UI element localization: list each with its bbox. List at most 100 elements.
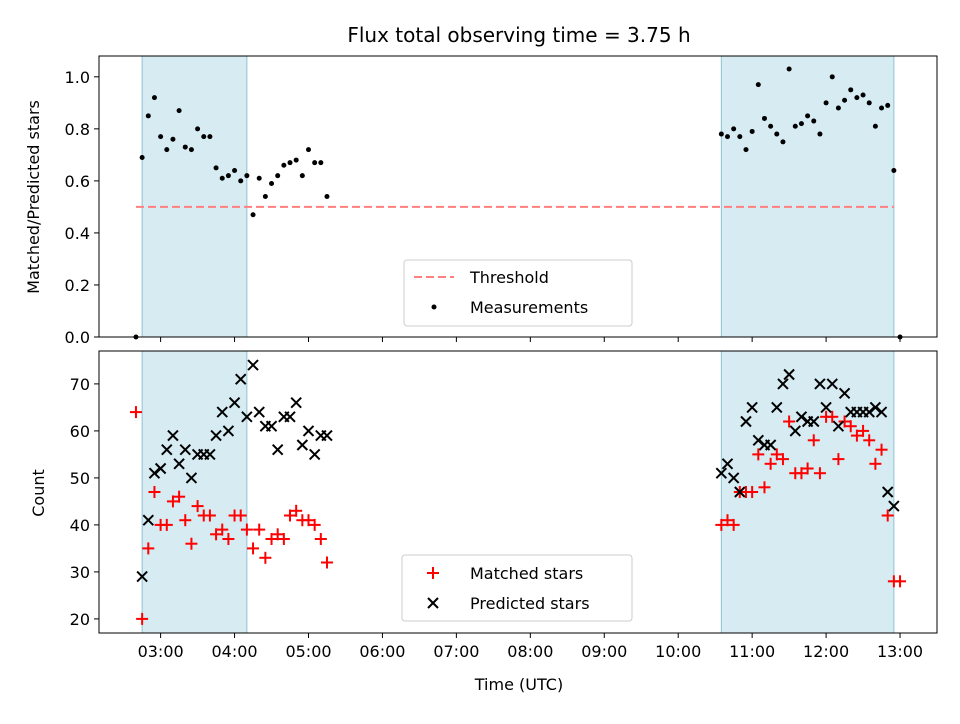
matched-star-point	[881, 509, 894, 522]
predicted-star-point	[216, 406, 228, 418]
bottom-legend: Matched stars Predicted stars	[401, 554, 633, 622]
bottom-y-tick-label: 30	[70, 563, 90, 582]
top-plot-frame	[98, 55, 938, 338]
measurement-point	[201, 134, 207, 140]
measurement-point	[761, 115, 767, 121]
matched-star-point	[807, 434, 820, 447]
measurement-point	[768, 123, 774, 129]
matched-star-point	[160, 518, 173, 531]
bottom-y-tick-label: 70	[70, 375, 90, 394]
bottom-x-tick-label: 12:00	[803, 642, 849, 661]
bottom-y-tick-label: 20	[70, 610, 90, 629]
bottom-y-tick-label: 40	[70, 516, 90, 535]
matched-star-point	[844, 420, 857, 433]
matched-star-point	[770, 448, 783, 461]
matched-star-point	[240, 523, 253, 536]
predicted-star-point	[795, 411, 808, 423]
top-y-tick-label: 0.2	[65, 276, 90, 295]
bottom-legend-box	[401, 554, 633, 622]
predicted-star-point	[228, 396, 241, 409]
measurement-point	[879, 105, 885, 111]
predicted-star-point	[881, 486, 894, 498]
measurement-point	[269, 180, 275, 186]
matched-star-point	[222, 533, 235, 545]
measurement-point	[743, 147, 749, 153]
matched-star-point	[136, 612, 149, 625]
measurement-point	[737, 134, 743, 140]
matched-star-point	[894, 575, 907, 588]
predicted-star-point	[752, 434, 765, 447]
measurement-point	[158, 134, 164, 140]
measurement-point	[725, 134, 730, 140]
bottom-plot-area: 03:00 04:00 05:00 06:00 07:00 08:00 09:00 10:00…	[70, 350, 938, 661]
measurement-point	[262, 194, 268, 199]
top-y-axis-label: Matched/Predicted stars	[24, 100, 43, 294]
top-shaded-window	[720, 55, 895, 338]
predicted-star-point	[179, 443, 191, 456]
matched-star-point	[271, 528, 284, 541]
matched-star-point	[813, 467, 826, 480]
matched-star-point	[783, 415, 796, 428]
predicted-stars-legend-swatch	[427, 597, 439, 609]
measurement-point	[244, 173, 250, 179]
measurement-point	[786, 66, 792, 72]
measurement-point	[256, 175, 262, 181]
matched-star-point	[259, 551, 272, 564]
matched-star-point	[179, 514, 192, 527]
predicted-star-point	[321, 429, 333, 442]
measurement-point	[749, 128, 755, 134]
matched-star-point	[166, 495, 179, 508]
matched-star-point	[216, 523, 229, 536]
matched-star-point	[210, 528, 223, 541]
predicted-star-point	[820, 401, 832, 414]
predicted-star-point	[222, 425, 235, 437]
predicted-star-point	[777, 378, 789, 390]
measurement-point	[170, 136, 176, 142]
predicted-star-point	[167, 429, 179, 442]
measurement-point	[182, 144, 188, 150]
measurement-point	[860, 92, 866, 98]
measurement-point	[780, 139, 786, 145]
measurement-point	[299, 173, 305, 179]
predicted-star-point	[789, 425, 801, 437]
predicted-star-point	[838, 387, 851, 400]
top-legend-box	[403, 259, 633, 327]
bottom-x-tick-label: 08:00	[507, 642, 553, 661]
measurement-point	[281, 162, 287, 168]
matched-star-point	[863, 434, 876, 447]
matched-star-point	[838, 415, 851, 428]
predicted-star-point	[235, 373, 247, 385]
predicted-star-point	[746, 401, 758, 414]
measurement-point	[798, 121, 804, 127]
matched-star-point	[764, 457, 777, 470]
predicted-star-point	[247, 359, 259, 371]
x-axis-label: Time (UTC)	[474, 675, 563, 694]
measurement-point	[188, 147, 194, 153]
measurement-point	[207, 134, 213, 140]
predicted-star-point	[869, 401, 882, 414]
predicted-star-point	[764, 439, 777, 451]
matched-star-point	[203, 509, 216, 522]
measurement-point	[250, 212, 256, 218]
measurement-point	[145, 113, 151, 119]
measurement-point	[817, 131, 823, 137]
predicted-star-point	[271, 443, 284, 456]
predicted-star-point	[832, 420, 845, 432]
measurement-point	[731, 126, 737, 132]
bottom-y-axis-label: Count	[29, 469, 48, 517]
predicted-star-point	[308, 448, 321, 461]
measurement-point	[275, 173, 281, 179]
predicted-star-point	[734, 486, 746, 498]
measurement-point	[238, 178, 244, 184]
predicted-star-point	[302, 425, 315, 437]
top-y-tick-label: 0.0	[65, 328, 90, 347]
matched-star-point	[857, 424, 870, 437]
matched-star-point	[277, 533, 290, 545]
bottom-x-tick-label: 03:00	[138, 642, 184, 661]
bottom-x-tick-label: 13:00	[877, 642, 923, 661]
predicted-star-point	[154, 462, 167, 475]
matched-star-point	[850, 429, 863, 442]
predicted-star-point	[740, 415, 752, 428]
predicted-star-point	[284, 411, 296, 423]
